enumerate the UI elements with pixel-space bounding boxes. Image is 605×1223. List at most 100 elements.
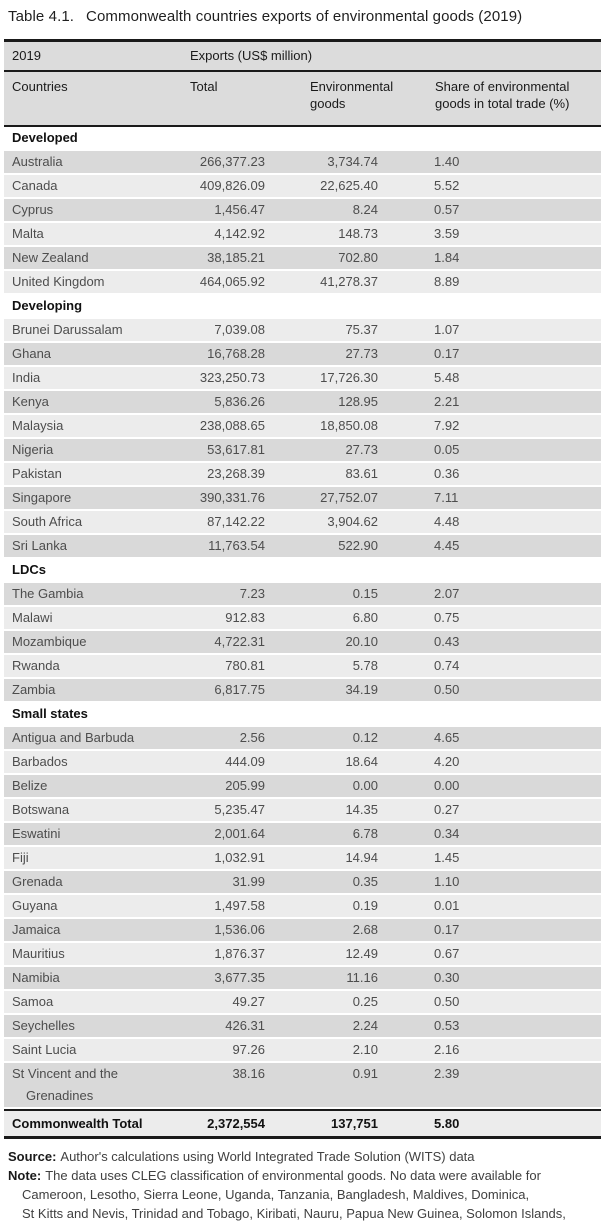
table-row: Brunei Darussalam 7,039.08 75.37 1.07 [4,319,601,341]
table-row: Pakistan 23,268.39 83.61 0.36 [4,463,601,485]
col-header-env-goods: Environmental goods [310,79,394,111]
table-row: Nigeria 53,617.81 27.73 0.05 [4,439,601,461]
share-cell: 0.00 [434,778,460,793]
env-goods-cell: 6.78 [352,826,378,841]
table-row: Barbados 444.09 18.64 4.20 [4,751,601,773]
total-row: Commonwealth Total 2,372,554 137,751 5.8… [4,1109,601,1136]
country-cell: Fiji [12,850,29,865]
col-header-share: Share of environmental goods in total tr… [435,79,570,111]
share-cell: 0.17 [434,922,460,937]
country-cell: Ghana [12,346,52,361]
table-row: Australia 266,377.23 3,734.74 1.40 [4,151,601,173]
table-row: Saint Lucia 97.26 2.10 2.16 [4,1039,601,1061]
table-row: Kenya 5,836.26 128.95 2.21 [4,391,601,413]
total-row-env-goods: 137,751 [331,1116,378,1131]
total-cell: 390,331.76 [199,490,265,505]
share-cell: 2.39 [434,1066,460,1081]
total-cell: 2,001.64 [214,826,265,841]
total-cell: 31.99 [232,874,265,889]
country-cell: Saint Lucia [12,1042,77,1057]
env-goods-cell: 0.00 [352,778,378,793]
total-row-total: 2,372,554 [207,1116,265,1131]
table-row: Malaysia 238,088.65 18,850.08 7.92 [4,415,601,437]
country-cell: Eswatini [12,826,61,841]
table-row: St Vincent and the Grenadines 38.16 0.91 2.… [4,1063,601,1107]
env-goods-cell: 22,625.40 [320,178,378,193]
col-header-total: Total [190,79,218,94]
share-cell: 0.57 [434,202,460,217]
share-cell: 0.53 [434,1018,460,1033]
share-cell: 1.40 [434,154,460,169]
source-text: Author's calculations using World Integr… [60,1149,475,1164]
share-cell: 1.07 [434,322,460,337]
total-cell: 409,826.09 [199,178,265,193]
total-cell: 7,039.08 [214,322,265,337]
table-row: United Kingdom 464,065.92 41,278.37 8.89 [4,271,601,293]
country-cell: St Vincent and the Grenadines [12,1066,119,1103]
note-label: Note: [8,1168,42,1183]
env-goods-cell: 12.49 [345,946,378,961]
total-cell: 1,497.58 [214,898,265,913]
table-row: Samoa 49.27 0.25 0.50 [4,991,601,1013]
total-cell: 426.31 [225,1018,265,1033]
section-label: Developed [12,130,78,145]
total-cell: 49.27 [232,994,265,1009]
table-row: The Gambia 7.23 0.15 2.07 [4,583,601,605]
env-goods-cell: 3,734.74 [327,154,378,169]
table-row: Mozambique 4,722.31 20.10 0.43 [4,631,601,653]
table-row: Botswana 5,235.47 14.35 0.27 [4,799,601,821]
country-cell: Nigeria [12,442,54,457]
env-goods-cell: 75.37 [345,322,378,337]
table-row: Seychelles 426.31 2.24 0.53 [4,1015,601,1037]
country-cell: South Africa [12,514,83,529]
section-label: Developing [12,298,83,313]
section-header-developing: Developing [4,295,601,317]
share-cell: 0.01 [434,898,460,913]
share-cell: 5.48 [434,370,460,385]
total-cell: 1,536.06 [214,922,265,937]
total-cell: 38,185.21 [207,250,265,265]
table-row: Canada 409,826.09 22,625.40 5.52 [4,175,601,197]
table-row: Cyprus 1,456.47 8.24 0.57 [4,199,601,221]
env-goods-cell: 2.10 [352,1042,378,1057]
env-goods-cell: 128.95 [338,394,378,409]
total-cell: 5,235.47 [214,802,265,817]
source-label: Source: [8,1149,57,1164]
share-cell: 0.30 [434,970,460,985]
env-goods-cell: 20.10 [345,634,378,649]
share-cell: 4.65 [434,730,460,745]
share-cell: 5.52 [434,178,460,193]
share-cell: 0.27 [434,802,460,817]
country-cell: Namibia [12,970,60,985]
total-cell: 912.83 [225,610,265,625]
env-goods-cell: 0.12 [352,730,378,745]
page-title: Table 4.1. Commonwealth countries exports… [8,8,601,25]
table-row: Belize 205.99 0.00 0.00 [4,775,601,797]
table-row: Antigua and Barbuda 2.56 0.12 4.65 [4,727,601,749]
section-label: LDCs [12,562,46,577]
env-goods-cell: 0.35 [352,874,378,889]
env-goods-cell: 2.68 [352,922,378,937]
country-cell: Australia [12,154,63,169]
total-cell: 464,065.92 [199,274,265,289]
table-body: Developed Australia 266,377.23 3,734.74 1.40… [4,127,601,1107]
table-row: Ghana 16,768.28 27.73 0.17 [4,343,601,365]
country-cell: Botswana [12,802,70,817]
total-cell: 16,768.28 [207,346,265,361]
table-footer: Source: Author's calculations using World… [8,1147,601,1223]
share-cell: 0.17 [434,346,460,361]
total-cell: 1,456.47 [214,202,265,217]
env-goods-cell: 702.80 [338,250,378,265]
exports-header-cell: Exports (US$ million) [190,48,313,63]
share-cell: 0.50 [434,994,460,1009]
total-cell: 323,250.73 [199,370,265,385]
total-cell: 5,836.26 [214,394,265,409]
share-cell: 1.10 [434,874,460,889]
env-goods-cell: 14.94 [345,850,378,865]
table-row: Guyana 1,497.58 0.19 0.01 [4,895,601,917]
env-goods-cell: 17,726.30 [320,370,378,385]
env-goods-cell: 27.73 [345,442,378,457]
total-cell: 7.23 [239,586,265,601]
year-cell: 2019 [12,48,41,63]
table-row: Jamaica 1,536.06 2.68 0.17 [4,919,601,941]
